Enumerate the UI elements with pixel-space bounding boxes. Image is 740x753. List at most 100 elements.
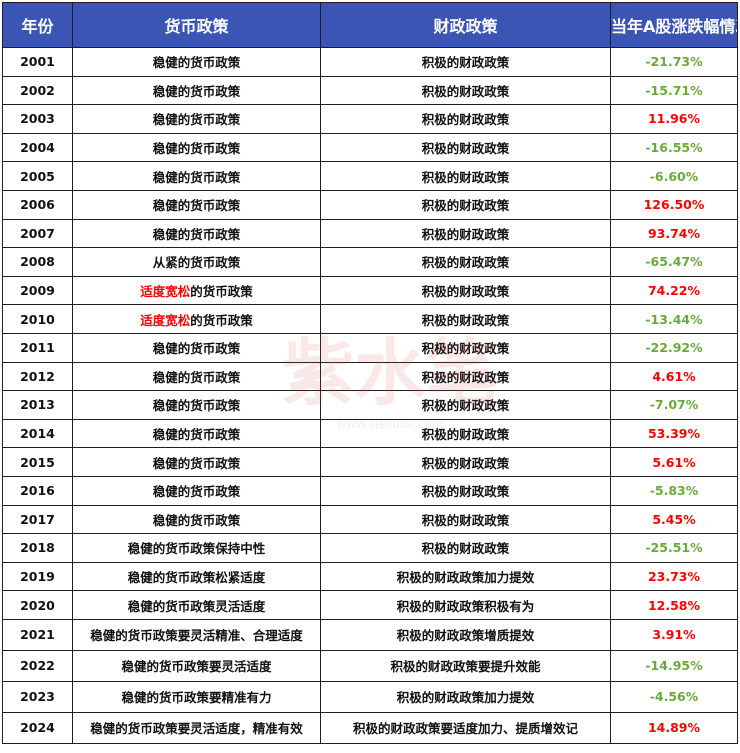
change-cell: 11.96% <box>610 104 738 134</box>
monetary-policy-cell: 稳健的货币政策松紧适度 <box>72 561 321 592</box>
change-cell: -13.44% <box>610 304 738 334</box>
table-row: 2017 稳健的货币政策 积极的财政政策 5.45% <box>2 504 738 535</box>
monetary-policy-cell: 适度宽松的货币政策 <box>72 275 321 306</box>
table-row: 2008 从紧的货币政策 积极的财政政策 -65.47% <box>2 247 738 277</box>
change-cell: 126.50% <box>610 189 738 220</box>
change-cell: -25.51% <box>610 533 738 563</box>
table-row: 2021 稳健的货币政策要灵活精准、合理适度 积极的财政政策增质提效 3.91% <box>2 618 738 651</box>
monetary-policy-cell: 稳健的货币政策 <box>72 218 321 249</box>
fiscal-policy-cell: 积极的财政政策加力提效 <box>320 561 611 592</box>
table-row: 2022 稳健的货币政策要灵活适度 积极的财政政策要提升效能 -14.95% <box>2 649 738 682</box>
table-row: 2012 稳健的货币政策 积极的财政政策 4.61% <box>2 361 738 392</box>
table-row: 2019 稳健的货币政策松紧适度 积极的财政政策加力提效 23.73% <box>2 561 738 592</box>
change-cell: 93.74% <box>610 218 738 249</box>
monetary-policy-cell: 稳健的货币政策要灵活适度 <box>72 649 321 682</box>
header-row: 年份 货币政策 财政政策 当年A股涨跌幅情况 <box>2 2 738 48</box>
fiscal-policy-cell: 积极的财政政策 <box>320 475 611 506</box>
change-cell: 4.61% <box>610 361 738 392</box>
year-cell: 2019 <box>2 561 73 592</box>
monetary-policy-cell: 稳健的货币政策要灵活适度，精准有效 <box>72 711 321 744</box>
year-cell: 2020 <box>2 590 73 620</box>
table-row: 2016 稳健的货币政策 积极的财政政策 -5.83% <box>2 475 738 506</box>
year-cell: 2016 <box>2 475 73 506</box>
header-a-share-change: 当年A股涨跌幅情况 <box>610 2 738 48</box>
monetary-policy-cell: 稳健的货币政策灵活适度 <box>72 590 321 620</box>
monetary-policy-cell: 稳健的货币政策 <box>72 447 321 477</box>
year-cell: 2022 <box>2 649 73 682</box>
year-cell: 2001 <box>2 47 73 77</box>
policy-highlight: 适度宽松 <box>140 284 191 300</box>
fiscal-policy-cell: 积极的财政政策 <box>320 161 611 191</box>
year-cell: 2015 <box>2 447 73 477</box>
year-cell: 2005 <box>2 161 73 191</box>
change-cell: -22.92% <box>610 332 738 363</box>
monetary-policy-cell: 稳健的货币政策 <box>72 418 321 449</box>
fiscal-policy-cell: 积极的财政政策加力提效 <box>320 680 611 713</box>
year-cell: 2018 <box>2 533 73 563</box>
year-cell: 2010 <box>2 304 73 334</box>
table-row: 2009 适度宽松的货币政策 积极的财政政策 74.22% <box>2 275 738 306</box>
year-cell: 2011 <box>2 332 73 363</box>
fiscal-policy-cell: 积极的财政政策 <box>320 447 611 477</box>
table-row: 2011 稳健的货币政策 积极的财政政策 -22.92% <box>2 332 738 363</box>
change-cell: -16.55% <box>610 132 738 163</box>
year-cell: 2006 <box>2 189 73 220</box>
monetary-policy-cell: 稳健的货币政策 <box>72 504 321 535</box>
year-cell: 2023 <box>2 680 73 713</box>
change-cell: -65.47% <box>610 247 738 277</box>
policy-highlight: 适度宽松 <box>140 312 191 328</box>
change-cell: 12.58% <box>610 590 738 620</box>
fiscal-policy-cell: 积极的财政政策 <box>320 304 611 334</box>
table-row: 2010 适度宽松的货币政策 积极的财政政策 -13.44% <box>2 304 738 334</box>
monetary-policy-cell: 稳健的货币政策 <box>72 361 321 392</box>
change-cell: -5.83% <box>610 475 738 506</box>
monetary-policy-cell: 稳健的货币政策 <box>72 475 321 506</box>
table-row: 2020 稳健的货币政策灵活适度 积极的财政政策积极有为 12.58% <box>2 590 738 620</box>
monetary-policy-cell: 稳健的货币政策要灵活精准、合理适度 <box>72 618 321 651</box>
table-row: 2006 稳健的货币政策 积极的财政政策 126.50% <box>2 189 738 220</box>
table-row: 2013 稳健的货币政策 积极的财政政策 -7.07% <box>2 390 738 420</box>
year-cell: 2014 <box>2 418 73 449</box>
fiscal-policy-cell: 积极的财政政策 <box>320 533 611 563</box>
policy-text: 的货币政策 <box>190 284 253 300</box>
header-year: 年份 <box>2 2 73 48</box>
fiscal-policy-cell: 积极的财政政策 <box>320 361 611 392</box>
fiscal-policy-cell: 积极的财政政策 <box>320 189 611 220</box>
year-cell: 2009 <box>2 275 73 306</box>
year-cell: 2003 <box>2 104 73 134</box>
year-cell: 2021 <box>2 618 73 651</box>
fiscal-policy-cell: 积极的财政政策 <box>320 247 611 277</box>
fiscal-policy-cell: 积极的财政政策增质提效 <box>320 618 611 651</box>
monetary-policy-cell: 稳健的货币政策 <box>72 47 321 77</box>
table-row: 2015 稳健的货币政策 积极的财政政策 5.61% <box>2 447 738 477</box>
fiscal-policy-cell: 积极的财政政策 <box>320 47 611 77</box>
policy-text: 的货币政策 <box>190 312 253 328</box>
fiscal-policy-cell: 积极的财政政策要适度加力、提质增效记 <box>320 711 611 744</box>
monetary-policy-cell: 稳健的货币政策 <box>72 390 321 420</box>
year-cell: 2013 <box>2 390 73 420</box>
change-cell: 23.73% <box>610 561 738 592</box>
fiscal-policy-cell: 积极的财政政策 <box>320 390 611 420</box>
change-cell: -15.71% <box>610 75 738 106</box>
table-row: 2007 稳健的货币政策 积极的财政政策 93.74% <box>2 218 738 249</box>
monetary-policy-cell: 稳健的货币政策 <box>72 104 321 134</box>
fiscal-policy-cell: 积极的财政政策 <box>320 132 611 163</box>
change-cell: 74.22% <box>610 275 738 306</box>
year-cell: 2004 <box>2 132 73 163</box>
monetary-policy-cell: 稳健的货币政策要精准有力 <box>72 680 321 713</box>
change-cell: 3.91% <box>610 618 738 651</box>
change-cell: 5.61% <box>610 447 738 477</box>
monetary-policy-cell: 适度宽松的货币政策 <box>72 304 321 334</box>
change-cell: -7.07% <box>610 390 738 420</box>
table-row: 2001 稳健的货币政策 积极的财政政策 -21.73% <box>2 47 738 77</box>
fiscal-policy-cell: 积极的财政政策积极有为 <box>320 590 611 620</box>
year-cell: 2017 <box>2 504 73 535</box>
year-cell: 2007 <box>2 218 73 249</box>
fiscal-policy-cell: 积极的财政政策 <box>320 75 611 106</box>
header-monetary-policy: 货币政策 <box>72 2 321 48</box>
fiscal-policy-cell: 积极的财政政策要提升效能 <box>320 649 611 682</box>
table-row: 2005 稳健的货币政策 积极的财政政策 -6.60% <box>2 161 738 191</box>
table-row: 2024 稳健的货币政策要灵活适度，精准有效 积极的财政政策要适度加力、提质增效… <box>2 711 738 744</box>
fiscal-policy-cell: 积极的财政政策 <box>320 418 611 449</box>
